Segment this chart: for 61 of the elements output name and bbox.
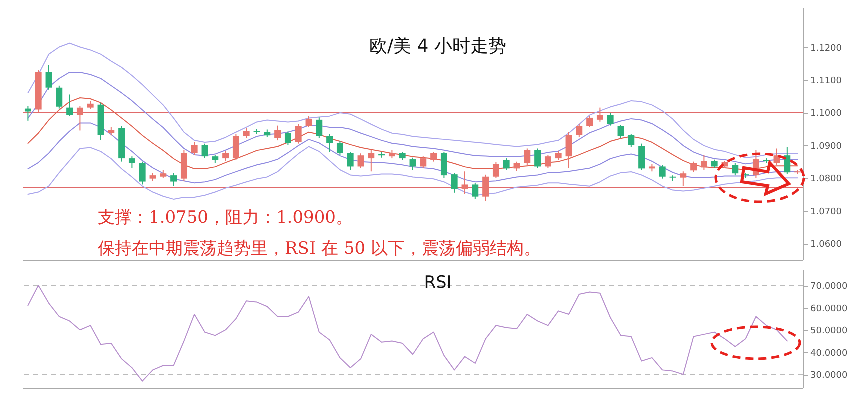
candlestick <box>430 152 438 162</box>
candlestick <box>607 112 614 126</box>
candlestick <box>191 142 198 156</box>
candlestick <box>638 143 646 170</box>
y-tick-label: 1.0800 <box>810 174 842 185</box>
y-tick-label: 50.0000 <box>810 326 848 337</box>
candlestick <box>66 94 74 116</box>
y-tick-label: 1.1200 <box>810 44 842 54</box>
candlestick <box>139 161 146 186</box>
candlestick <box>326 134 334 152</box>
candlestick <box>586 116 594 128</box>
candlestick <box>56 85 63 110</box>
y-tick-label: 30.0000 <box>810 371 848 382</box>
candlestick <box>410 157 416 170</box>
y-tick-label: 1.0900 <box>810 142 842 152</box>
candlestick <box>700 154 708 170</box>
candlestick <box>274 125 282 142</box>
candlestick <box>732 162 739 176</box>
candlestick <box>440 152 448 179</box>
candlestick <box>472 182 479 200</box>
candlestick <box>618 124 624 139</box>
candlestick <box>784 146 791 175</box>
candlestick <box>503 158 510 170</box>
annotation: 保持在中期震荡趋势里，RSI 在 50 以下，震荡偏弱结构。 <box>98 239 542 259</box>
candlestick <box>659 164 666 180</box>
chart-title: RSI <box>424 273 452 293</box>
candlestick <box>544 154 552 169</box>
candlestick <box>232 134 240 161</box>
text: 欧/美 4 小时走势 <box>370 36 506 57</box>
candlestick <box>566 132 572 169</box>
candlestick <box>347 152 354 170</box>
candlestick <box>128 156 136 169</box>
candlestick <box>202 143 208 160</box>
candlestick <box>534 148 542 169</box>
candlestick <box>46 64 52 90</box>
candlestick <box>368 150 375 172</box>
candlestick <box>492 162 500 179</box>
y-tick-label: 70.0000 <box>810 282 848 292</box>
candlestick <box>306 116 312 128</box>
candlestick <box>170 172 178 187</box>
candlestick <box>358 153 364 169</box>
y-tick-label: 60.0000 <box>810 304 848 314</box>
candlestick <box>628 134 635 148</box>
candlestick <box>451 172 458 194</box>
candlestick <box>420 156 427 169</box>
candlestick <box>284 131 292 146</box>
candlestick <box>243 128 250 139</box>
candlestick <box>336 141 344 156</box>
y-tick-label: 40.0000 <box>810 348 848 359</box>
candlestick <box>295 124 302 144</box>
y-tick-label: 1.1000 <box>810 109 842 120</box>
candlestick <box>222 150 230 162</box>
line-series <box>28 146 798 200</box>
candlestick <box>576 124 583 138</box>
candlestick <box>316 117 323 139</box>
candlestick <box>690 161 698 173</box>
candlestick <box>524 148 531 166</box>
annotation: 支撑：1.0750，阻力：1.0900。 <box>98 208 353 228</box>
y-tick-label: 1.1100 <box>810 76 842 86</box>
y-tick-label: 1.0700 <box>810 207 842 218</box>
y-tick-label: 1.0600 <box>810 240 842 250</box>
